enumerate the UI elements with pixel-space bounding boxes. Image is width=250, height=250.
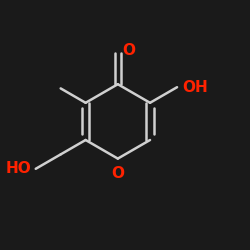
Text: OH: OH xyxy=(182,80,208,95)
Text: O: O xyxy=(111,166,124,181)
Text: O: O xyxy=(122,43,136,58)
Text: HO: HO xyxy=(5,161,31,176)
